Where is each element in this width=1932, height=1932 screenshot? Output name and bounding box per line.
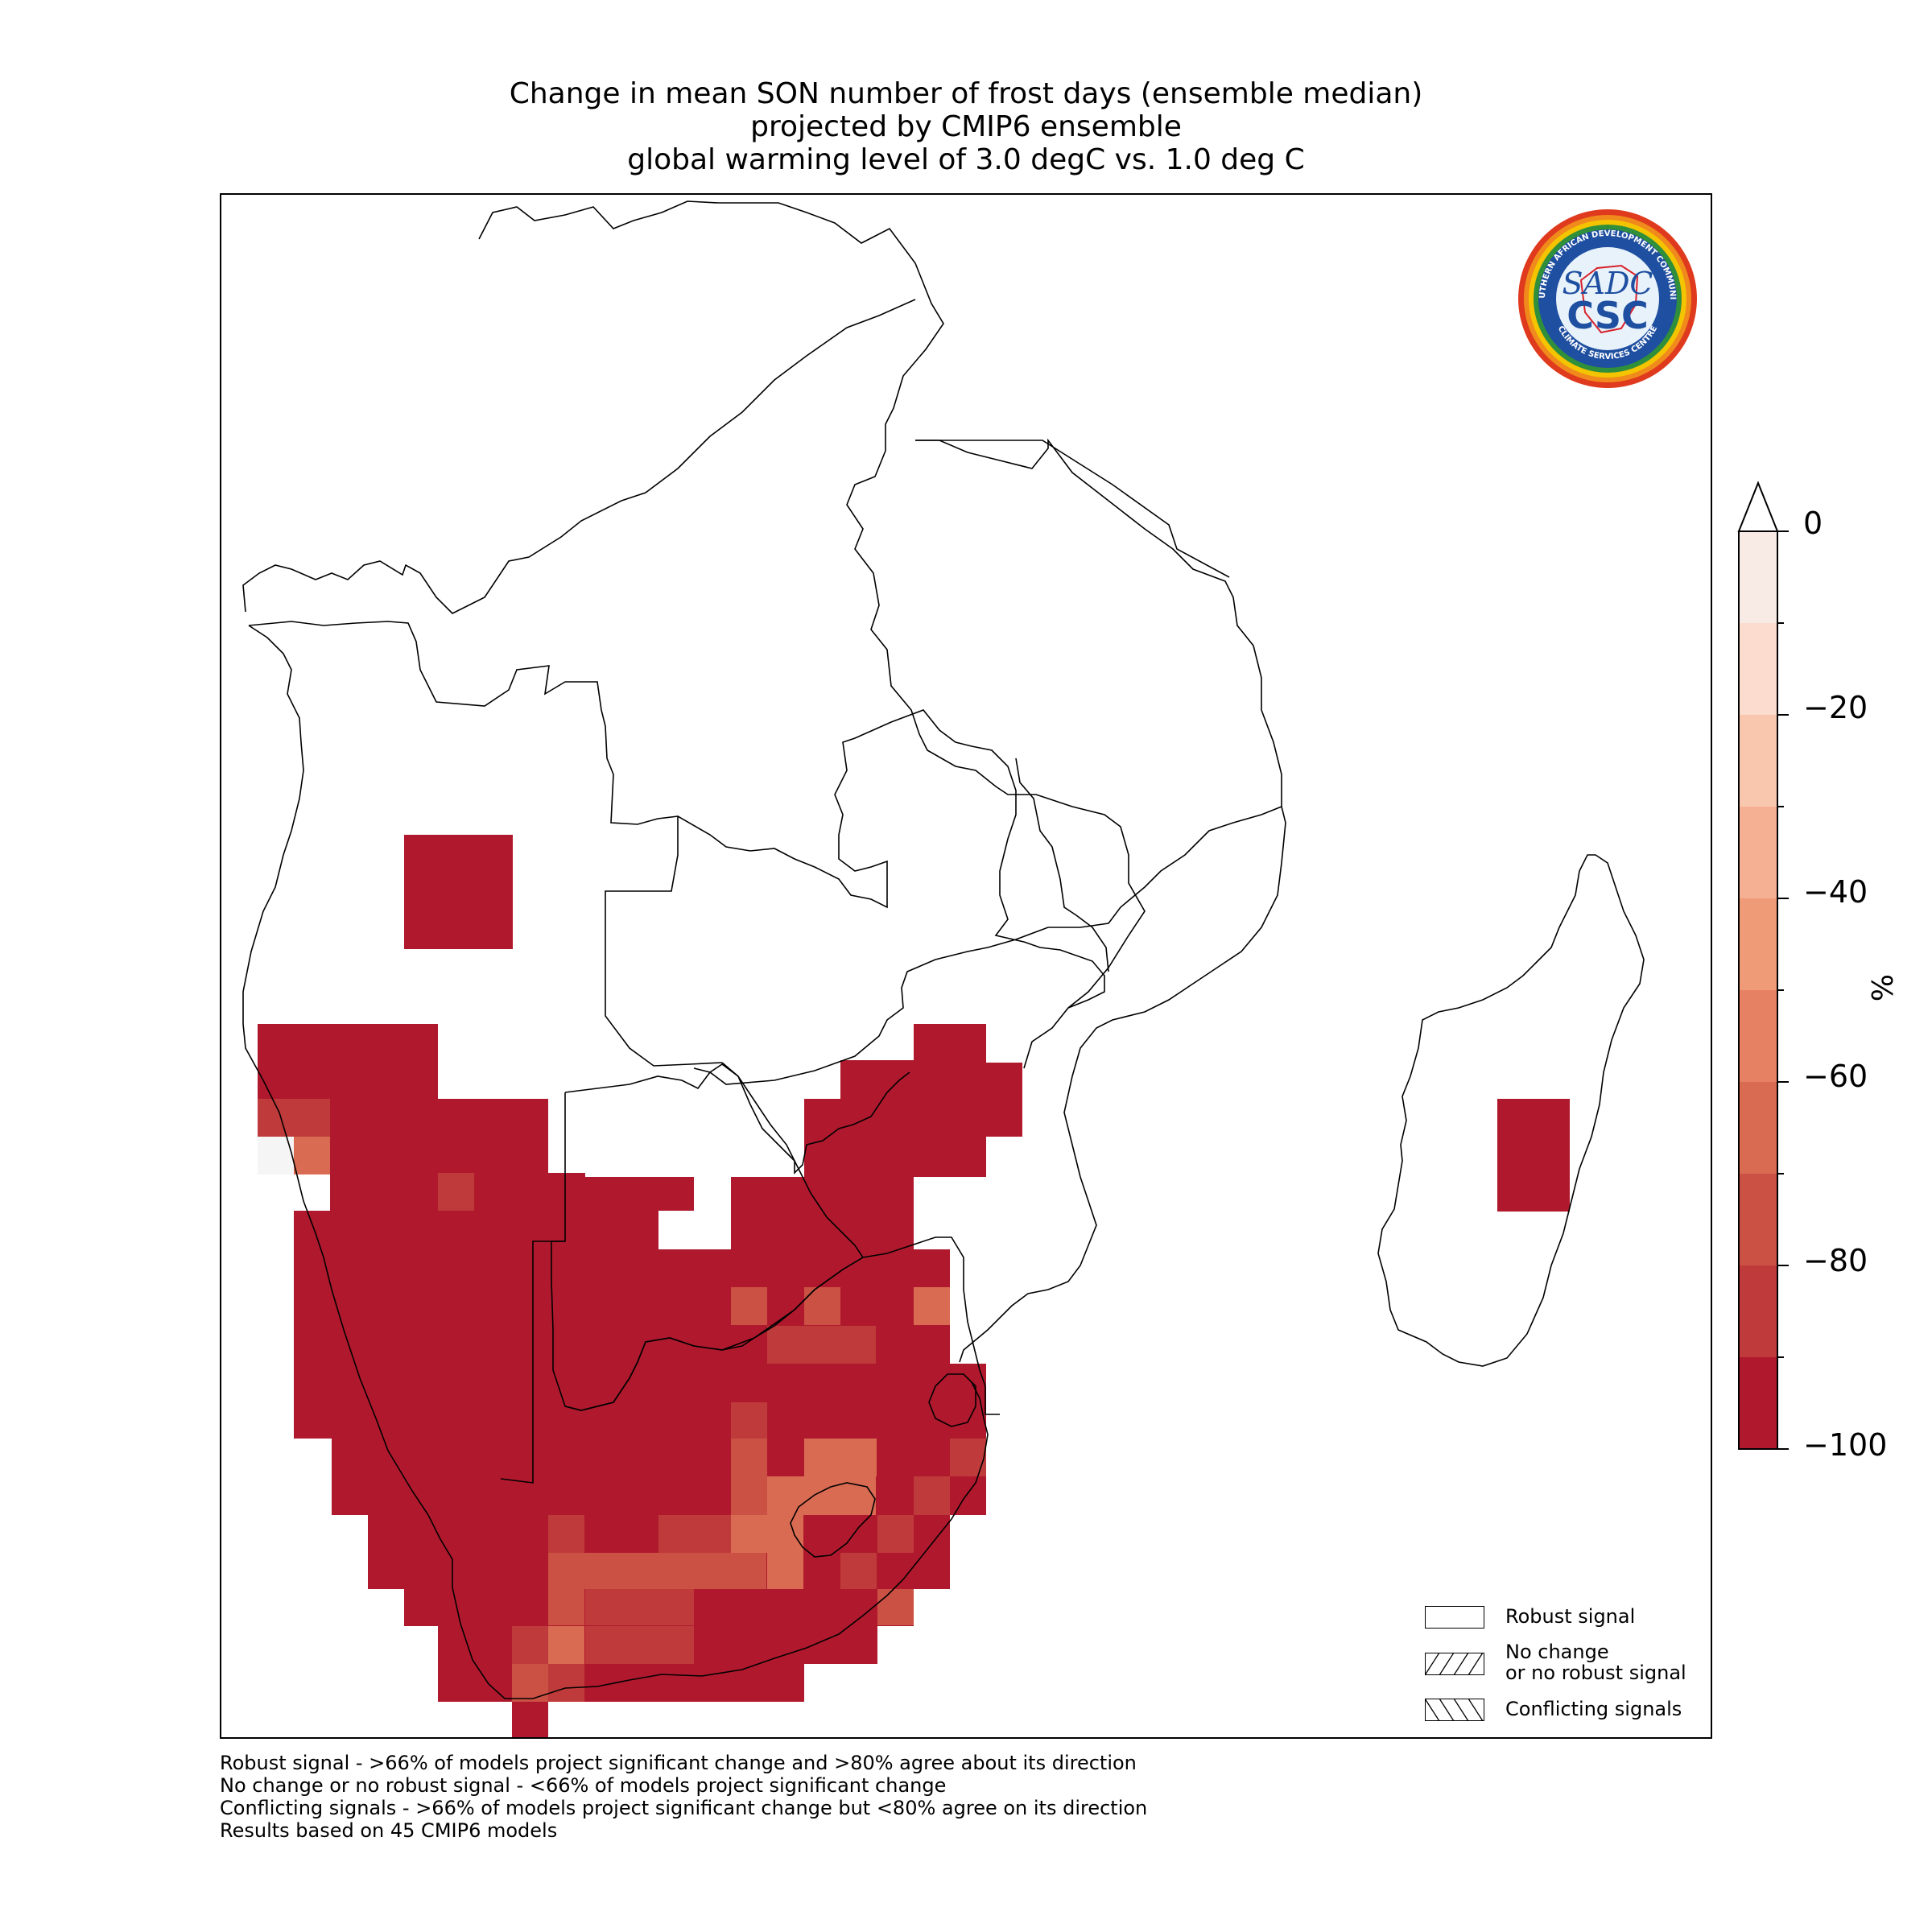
legend-label-no-change-1: No change	[1505, 1641, 1609, 1663]
colorbar-unit-label: %	[1864, 974, 1897, 1002]
grid-cell	[767, 1476, 876, 1515]
grid-cell	[914, 1287, 950, 1325]
border-kenya	[915, 440, 1230, 578]
data-grid	[258, 835, 1570, 1737]
grid-cell	[512, 1664, 548, 1702]
sadc-csc-logo: SADC CSC SOUTHERN AFRICAN DEVELOPMENT CO…	[1513, 201, 1699, 390]
border-namibia	[500, 1241, 565, 1484]
grid-cell	[731, 1515, 803, 1553]
grid-cell	[258, 1137, 294, 1174]
footnote-no-change: No change or no robust signal - <66% of …	[220, 1774, 947, 1797]
colorbar-tick-label: −20	[1803, 690, 1868, 725]
colorbar: 0 −20 −40 −60 −80 −100	[1731, 475, 1892, 1461]
colorbar-tick-label: −100	[1803, 1427, 1888, 1463]
footnote-robust: Robust signal - >66% of models project s…	[220, 1752, 1137, 1774]
grid-cell	[585, 1589, 694, 1625]
grid-cell	[585, 1626, 694, 1664]
country-borders	[242, 200, 1645, 1699]
border-mozambique	[693, 806, 1282, 1085]
grid-cell	[294, 1137, 330, 1174]
grid-cell	[767, 1553, 803, 1589]
colorbar-tick-label: −80	[1803, 1243, 1868, 1278]
legend-label-no-change-2: or no robust signal	[1505, 1662, 1686, 1684]
border-mozambique-south	[979, 1369, 1000, 1415]
grid-cell	[404, 835, 513, 949]
grid-cell	[950, 1439, 986, 1476]
hatch-backward	[1424, 1698, 1484, 1721]
colorbar-extend-arrow	[1737, 481, 1779, 532]
coastline-west	[478, 200, 1146, 1069]
grid-cell	[1497, 1099, 1570, 1212]
grid-cell	[804, 1287, 840, 1325]
colorbar-tick-label: −60	[1803, 1059, 1868, 1094]
colorbar-level	[1739, 990, 1777, 1083]
border-eswatini	[928, 1373, 976, 1427]
logo-sadc-text: SADC	[1562, 266, 1653, 301]
colorbar-level	[1739, 807, 1777, 899]
grid-cell	[548, 1589, 584, 1625]
footnote-models: Results based on 45 CMIP6 models	[220, 1819, 558, 1842]
colorbar-level	[1739, 1174, 1777, 1266]
mozambique-coast	[959, 806, 1286, 1363]
colorbar-level	[1739, 715, 1777, 807]
grid-cell	[548, 1626, 584, 1664]
grid-cell	[731, 1287, 767, 1325]
footnotes: Robust signal - >66% of models project s…	[220, 1752, 1147, 1842]
logo-csc-text: CSC	[1567, 294, 1649, 337]
title-line-3: global warming level of 3.0 degC vs. 1.0…	[627, 143, 1305, 176]
colorbar-tick-label: −40	[1803, 874, 1868, 910]
colorbar-level	[1739, 1357, 1777, 1450]
map-panel	[220, 193, 1712, 1739]
angola-outline	[242, 625, 989, 1699]
chart-title: Change in mean SON number of frost days …	[217, 77, 1715, 176]
colorbar-level	[1739, 898, 1777, 991]
legend-swatch-robust	[1425, 1606, 1484, 1629]
colorbar-level	[1739, 1082, 1777, 1174]
colorbar-graphic	[1737, 481, 1789, 1450]
border-south-africa-north	[564, 1236, 980, 1411]
grid-cell	[767, 1326, 876, 1364]
grid-cell	[548, 1553, 695, 1589]
grid-cell	[438, 1173, 474, 1211]
colorbar-tick-label: 0	[1803, 506, 1823, 541]
legend-swatch-no-change	[1424, 1652, 1484, 1675]
grid-cell	[914, 1476, 950, 1515]
grid-cell	[877, 1515, 914, 1553]
border-angola	[248, 621, 723, 1067]
madagascar-outline	[1377, 854, 1645, 1367]
map-canvas	[242, 200, 1645, 1737]
border-tanzania	[915, 438, 1282, 807]
title-line-2: projected by CMIP6 ensemble	[750, 110, 1182, 143]
colorbar-level	[1739, 623, 1777, 716]
border-lesotho	[790, 1482, 876, 1558]
legend-label-conflicting: Conflicting signals	[1505, 1698, 1682, 1720]
colorbar-frame	[1738, 530, 1778, 1450]
grid-cell	[694, 1553, 766, 1589]
border-malawi	[1015, 758, 1109, 972]
grid-cell	[840, 1553, 877, 1589]
grid-cell	[731, 1439, 767, 1515]
grid-cell	[731, 1402, 767, 1440]
colorbar-level	[1739, 1265, 1777, 1358]
coastline-southwest	[242, 299, 916, 614]
logo-emblem: SADC CSC SOUTHERN AFRICAN DEVELOPMENT CO…	[1513, 201, 1697, 388]
grid-cell	[877, 1589, 914, 1625]
title-line-1: Change in mean SON number of frost days …	[509, 77, 1423, 110]
hatch-forward	[1424, 1652, 1484, 1675]
grid-cell	[548, 1664, 584, 1702]
border-zimbabwe	[721, 1062, 910, 1174]
legend-label-robust: Robust signal	[1505, 1605, 1636, 1628]
grid-cell	[258, 1099, 330, 1137]
grid-cell	[658, 1515, 731, 1553]
grid-cell	[548, 1515, 584, 1553]
legend-swatch-conflicting	[1424, 1698, 1484, 1721]
border-zambia	[677, 709, 1105, 1009]
grid-cell	[804, 1439, 877, 1476]
footnote-conflicting: Conflicting signals - >66% of models pro…	[220, 1797, 1148, 1819]
colorbar-level	[1739, 531, 1777, 624]
